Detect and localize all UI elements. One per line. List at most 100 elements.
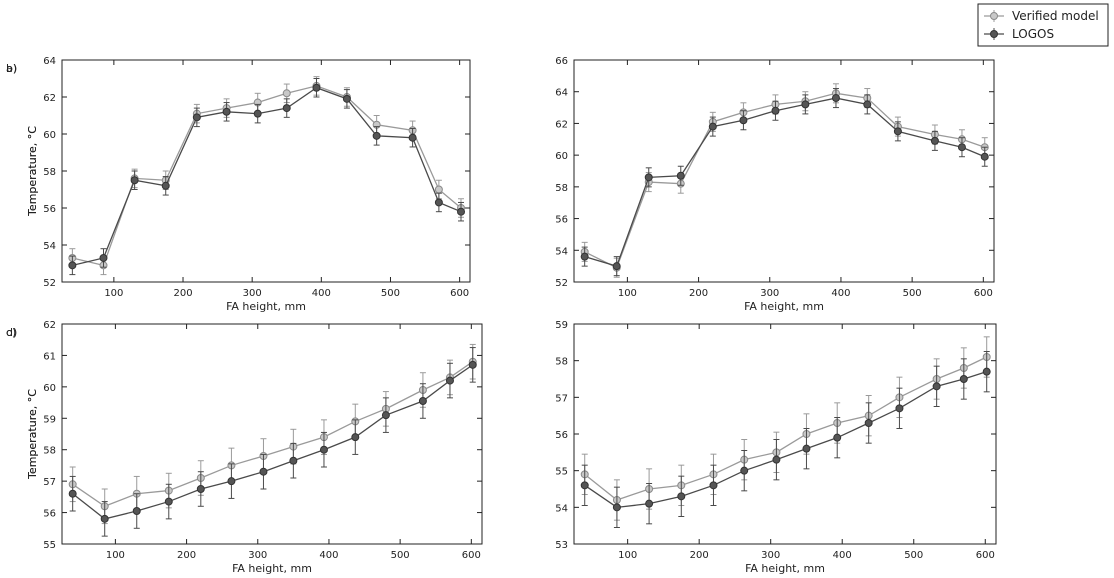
- series-logos: [580, 351, 991, 528]
- y-tick-label: 57: [43, 477, 56, 488]
- x-tick-label: 300: [761, 550, 780, 561]
- x-tick-label: 300: [243, 288, 262, 299]
- data-point: [222, 107, 231, 116]
- data-point: [227, 477, 236, 486]
- data-point: [677, 492, 686, 501]
- data-point: [644, 173, 653, 182]
- series-line: [584, 356, 987, 501]
- data-point: [771, 106, 780, 115]
- y-tick-label: 56: [43, 204, 56, 215]
- legend-box: [977, 3, 1109, 47]
- x-tick-label: 100: [104, 288, 123, 299]
- x-tick-label: 500: [904, 550, 923, 561]
- legend: Verified model LOGOS: [977, 3, 1109, 47]
- x-tick-label: 500: [903, 288, 922, 299]
- y-tick-label: 57: [555, 393, 568, 404]
- series-line: [72, 85, 462, 267]
- data-point: [418, 397, 427, 405]
- series-verified-model: [580, 83, 989, 278]
- data-point: [68, 489, 77, 498]
- y-tick-label: 55: [555, 467, 568, 478]
- data-point: [468, 360, 477, 369]
- x-tick-label: 200: [173, 288, 192, 299]
- data-point: [282, 89, 291, 98]
- data-point: [282, 104, 291, 113]
- data-point: [893, 127, 902, 136]
- x-axis-title: FA height, mm: [232, 562, 312, 575]
- data-point: [709, 481, 718, 490]
- data-point: [831, 94, 840, 103]
- legend-label-verified: Verified model: [1012, 9, 1099, 23]
- y-tick-label: 58: [43, 446, 56, 457]
- x-tick-label: 400: [312, 288, 331, 299]
- data-point: [99, 253, 108, 262]
- x-tick-label: 300: [248, 550, 267, 561]
- panels: a) 100 200 300 400 500 600 52 54 56 58 60 62 64 FA hei…: [6, 56, 997, 575]
- series-line: [72, 364, 474, 520]
- x-tick-label: 400: [833, 550, 852, 561]
- y-tick-label: 62: [43, 320, 56, 331]
- x-tick-label: 100: [618, 550, 637, 561]
- y-tick-label: 56: [555, 215, 568, 226]
- series-line: [72, 361, 474, 508]
- data-point: [676, 171, 685, 180]
- x-tick-label: 500: [381, 288, 400, 299]
- panel-label: a): [6, 62, 17, 75]
- y-tick-label: 64: [43, 56, 56, 67]
- x-tick-label: 200: [689, 288, 708, 299]
- data-point: [932, 382, 941, 391]
- data-point: [351, 433, 360, 442]
- data-point: [801, 100, 810, 109]
- chart-panel: d) 100 200 300 400 500 600 53 54 55 56 57 58 59 FA hei…: [6, 320, 997, 575]
- x-tick-label: 500: [391, 550, 410, 561]
- x-tick-label: 200: [177, 550, 196, 561]
- data-point: [196, 485, 205, 493]
- data-point: [982, 367, 991, 376]
- data-point: [457, 207, 466, 216]
- y-tick-label: 54: [43, 241, 56, 252]
- x-tick-label: 600: [974, 288, 993, 299]
- x-tick-label: 100: [618, 288, 637, 299]
- y-tick-label: 62: [43, 93, 56, 104]
- series-verified-model: [580, 336, 991, 521]
- data-point: [864, 419, 873, 427]
- data-point: [772, 455, 781, 464]
- legend-marker-logos: [990, 30, 998, 38]
- legend-marker-verified: [990, 12, 998, 20]
- y-axis-title: Temperature, °C: [26, 389, 39, 480]
- x-axis-title: FA height, mm: [226, 300, 306, 313]
- data-point: [833, 433, 842, 442]
- data-point: [895, 404, 904, 413]
- series-line: [72, 87, 462, 266]
- data-point: [130, 176, 139, 185]
- data-point: [381, 411, 390, 420]
- data-point: [132, 507, 141, 515]
- y-tick-label: 59: [43, 414, 56, 425]
- data-point: [959, 375, 968, 383]
- y-tick-label: 55: [43, 540, 56, 551]
- data-point: [930, 136, 939, 145]
- data-point: [612, 503, 621, 512]
- x-axis-title: FA height, mm: [744, 300, 824, 313]
- data-point: [957, 143, 966, 152]
- chart-panel: a) 100 200 300 400 500 600 52 54 56 58 60 62 64 FA hei…: [6, 56, 471, 313]
- x-tick-label: 400: [831, 288, 850, 299]
- plot-frame: [573, 59, 995, 283]
- data-point: [434, 198, 443, 207]
- series-logos: [580, 88, 989, 277]
- data-point: [253, 109, 262, 118]
- y-tick-label: 54: [555, 503, 568, 514]
- data-point: [740, 466, 749, 475]
- panel-label: c): [6, 326, 16, 339]
- data-point: [192, 113, 201, 122]
- data-point: [161, 181, 170, 190]
- series-line: [584, 92, 985, 269]
- x-tick-label: 600: [450, 288, 469, 299]
- series-line: [584, 97, 985, 267]
- y-tick-label: 58: [555, 357, 568, 368]
- y-axis-title: Temperature, °C: [26, 126, 39, 217]
- data-point: [312, 83, 321, 92]
- y-tick-label: 54: [555, 246, 568, 257]
- data-point: [980, 152, 989, 161]
